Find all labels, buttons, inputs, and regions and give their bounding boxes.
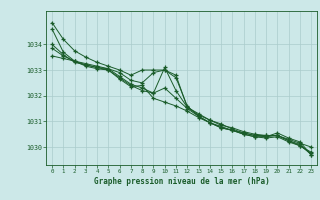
X-axis label: Graphe pression niveau de la mer (hPa): Graphe pression niveau de la mer (hPa) (94, 177, 269, 186)
